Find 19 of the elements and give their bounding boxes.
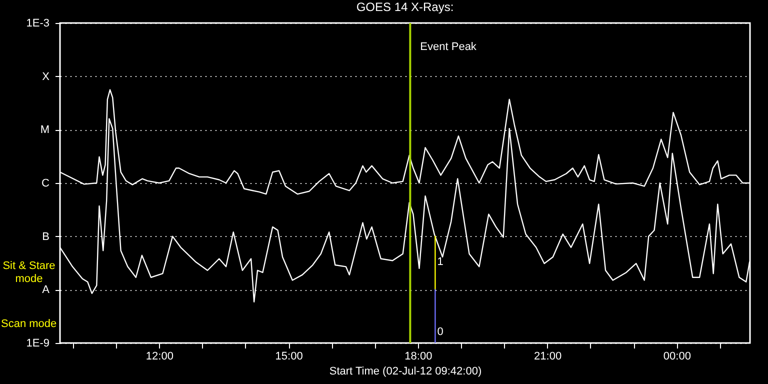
x-tick-label: 15:00 <box>275 350 303 362</box>
x-tick-label: 00:00 <box>663 350 691 362</box>
annotation: 1 <box>437 256 444 268</box>
x-tick-label: 12:00 <box>146 350 174 362</box>
y-tick-label: C <box>42 178 50 190</box>
chart-title: GOES 14 X-Rays: <box>356 0 454 14</box>
text: Scan mode <box>1 318 57 330</box>
x-tick-label: 18:00 <box>404 350 432 362</box>
annotation: 0 <box>437 326 444 338</box>
text: Sit & Stare mode <box>2 260 56 286</box>
y-tick-label: B <box>42 230 50 243</box>
y-tick-label: X <box>42 70 50 83</box>
y-tick-label: 1E-3 <box>26 18 50 30</box>
y-tick-label: 1E-9 <box>26 338 50 350</box>
ref-line-label: Event Peak <box>420 41 477 53</box>
y-tick-label: A <box>42 284 50 296</box>
x-tick-label: 21:00 <box>534 350 562 362</box>
x-axis-title: Start Time (02-Jul-12 09:42:00) <box>329 366 482 378</box>
y-tick-label: M <box>40 124 50 136</box>
